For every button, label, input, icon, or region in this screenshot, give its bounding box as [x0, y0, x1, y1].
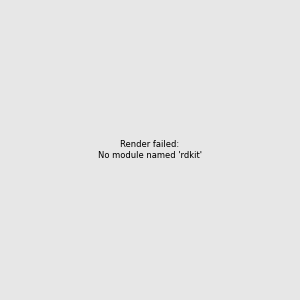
Text: Render failed:
No module named 'rdkit': Render failed: No module named 'rdkit' [98, 140, 202, 160]
